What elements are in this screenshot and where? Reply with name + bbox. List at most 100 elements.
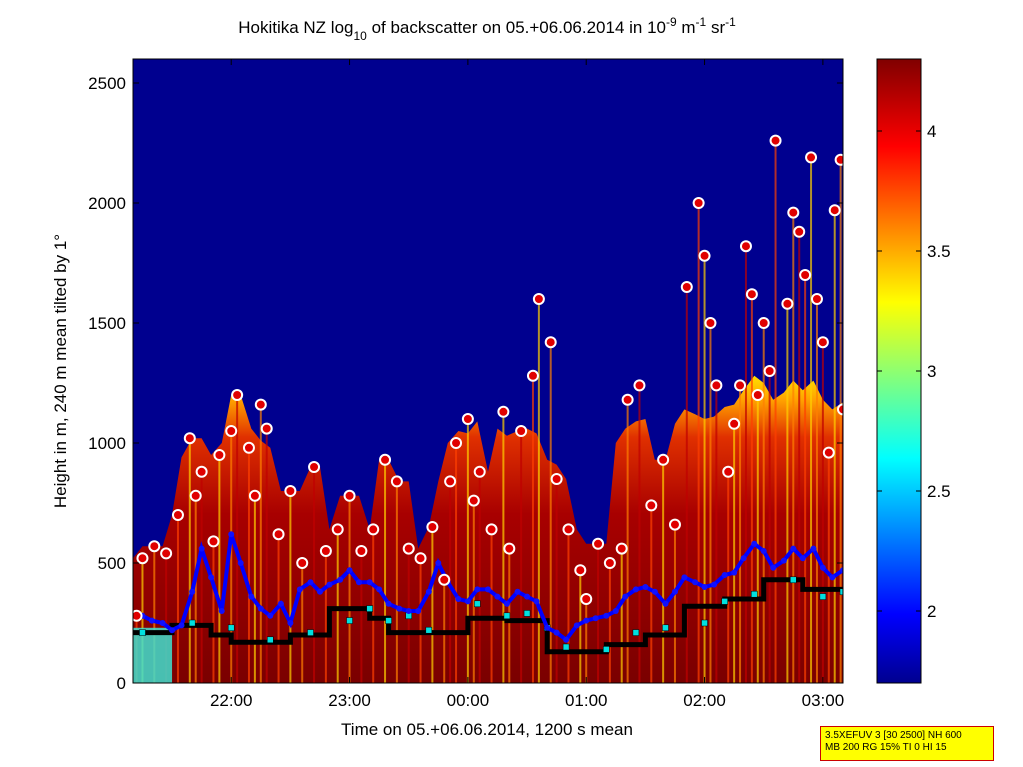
mixing-layer-point [632, 586, 639, 593]
cloud-base-marker [751, 590, 758, 598]
layer-top-marker [544, 336, 557, 349]
mixing-layer-point [376, 586, 383, 593]
mixing-layer-point [592, 615, 599, 622]
mixing-layer-point [464, 598, 471, 605]
mixing-layer-point [681, 574, 688, 581]
cloud-base-marker [425, 626, 433, 634]
layer-top-marker [195, 465, 208, 478]
mixing-layer-point [799, 555, 806, 562]
cloud-base-marker [139, 629, 146, 636]
mixing-layer-point [622, 593, 629, 600]
cloud-base-marker [523, 610, 531, 617]
mixing-layer-point [692, 579, 699, 586]
mixing-layer-point [277, 600, 284, 607]
mixing-layer-point [356, 579, 363, 586]
layer-top-marker [793, 225, 806, 238]
layer-top-marker [213, 449, 226, 461]
mixing-layer-point [760, 548, 767, 554]
mixing-layer-point [178, 622, 185, 629]
mixing-layer-point [346, 567, 353, 574]
layer-top-marker [331, 523, 344, 536]
y-tick-label: 2500 [88, 74, 126, 93]
mixing-layer-point [662, 600, 669, 607]
y-tick-label: 1500 [88, 314, 126, 333]
mixing-layer-point [651, 588, 658, 595]
cloud-base-marker [307, 629, 314, 636]
layer-top-marker [734, 379, 747, 392]
mixing-layer-point [159, 620, 166, 626]
mixing-layer-point [316, 588, 323, 595]
cloud-base-marker [790, 576, 797, 584]
layer-top-marker [810, 293, 823, 305]
layer-top-marker [799, 269, 812, 281]
mixing-layer-point [405, 608, 412, 614]
y-axis: 0 500 1000 1500 2000 2500 [88, 74, 843, 693]
layer-top-marker [272, 528, 285, 541]
mixing-layer-point [435, 560, 442, 566]
layer-top-marker [822, 446, 835, 459]
mixing-layer-point [524, 593, 531, 600]
mixing-layer-point [573, 622, 580, 629]
mixing-layer-point [396, 605, 403, 612]
cloud-base-marker [503, 612, 511, 620]
layer-top-marker [834, 153, 843, 166]
x-tick-label: 23:00 [328, 691, 371, 710]
layer-top-marker [438, 573, 451, 586]
layer-top-marker [532, 293, 545, 305]
mixing-layer-point [237, 560, 244, 566]
layer-top-marker [308, 461, 321, 473]
layer-top-marker [692, 197, 705, 209]
layer-top-marker [254, 398, 267, 411]
layer-top-marker [580, 593, 593, 605]
mixing-layer-point [474, 586, 481, 593]
layer-top-marker [751, 389, 764, 401]
layer-top-marker [260, 422, 273, 435]
y-axis-label: Height in m, 240 m mean tilted by 1° [51, 234, 70, 508]
layer-top-marker [379, 453, 392, 466]
layer-top-marker [668, 518, 681, 531]
layer-top-marker [450, 437, 463, 449]
layer-top-marker [355, 545, 368, 557]
layer-top-marker [231, 389, 244, 401]
mixing-layer-point [503, 600, 510, 607]
plot-area [132, 58, 844, 684]
y-tick-label: 500 [98, 554, 126, 573]
layer-top-marker [242, 441, 255, 454]
cloud-base-marker [839, 588, 843, 596]
colorbar-tick-label: 3.5 [927, 242, 951, 261]
mixing-layer-point [583, 617, 590, 624]
cloud-base-marker [366, 605, 373, 612]
mixing-layer-point [671, 588, 678, 595]
mixing-layer-point [533, 598, 540, 605]
layer-top-marker [136, 552, 149, 565]
heatmap-patch [133, 627, 173, 683]
layer-top-marker [133, 609, 143, 622]
mixing-layer-point [563, 636, 570, 643]
layer-top-marker [319, 545, 332, 557]
colorbar-ticks: 2 2.5 3 3.5 4 [877, 122, 951, 621]
mixing-layer-point [790, 545, 797, 552]
colorbar-tick-label: 4 [927, 122, 936, 141]
mixing-layer-point [366, 579, 373, 586]
colorbar: 2 2.5 3 3.5 4 [876, 58, 951, 684]
layer-top-marker [515, 425, 528, 437]
layer-top-marker [426, 521, 439, 533]
x-tick-label: 22:00 [210, 691, 253, 710]
x-tick-label: 00:00 [447, 691, 490, 710]
mixing-layer-point [701, 584, 708, 590]
layer-top-marker [225, 425, 238, 437]
mixing-layer-point [711, 581, 718, 588]
mixing-layer-point [819, 564, 826, 571]
layer-top-marker [657, 453, 670, 466]
mixing-layer-point [721, 572, 728, 578]
mixing-layer-point [780, 557, 787, 564]
layer-top-marker [183, 432, 196, 445]
plot-frame [132, 58, 844, 684]
info-line-1: 3.5XEFUV 3 [30 2500] NH 600 [825, 730, 962, 741]
series-layer [133, 134, 843, 655]
mixing-layer-point [228, 531, 235, 538]
layer-top-marker [414, 552, 427, 565]
layer-top-marker [728, 417, 741, 430]
x-tick-label: 01:00 [565, 691, 608, 710]
y-tick-label: 2000 [88, 194, 126, 213]
